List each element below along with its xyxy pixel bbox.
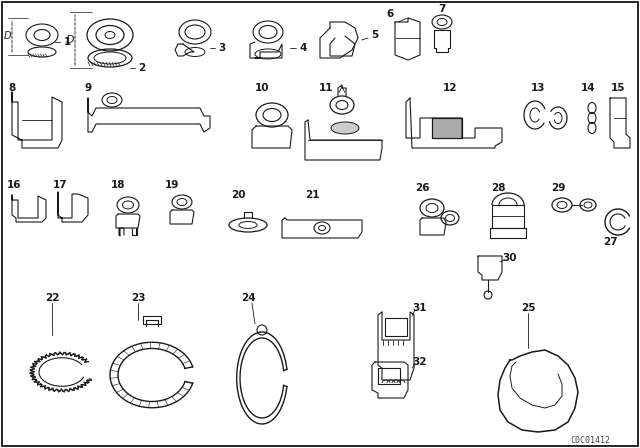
- Text: 30: 30: [503, 253, 517, 263]
- Ellipse shape: [331, 122, 359, 134]
- Text: 24: 24: [241, 293, 255, 303]
- Text: 32: 32: [413, 357, 428, 367]
- Text: 3: 3: [218, 43, 226, 53]
- Text: D: D: [66, 35, 74, 45]
- Text: 4: 4: [300, 43, 307, 53]
- Text: 8: 8: [8, 83, 15, 93]
- Text: 11: 11: [319, 83, 333, 93]
- Text: 25: 25: [521, 303, 535, 313]
- Text: 5: 5: [371, 30, 379, 40]
- Bar: [143, 316, 161, 324]
- Text: 10: 10: [255, 83, 269, 93]
- Text: 27: 27: [603, 237, 618, 247]
- Text: 7: 7: [438, 4, 445, 14]
- Text: 21: 21: [305, 190, 319, 200]
- Text: 14: 14: [580, 83, 595, 93]
- Text: 18: 18: [111, 180, 125, 190]
- Text: 16: 16: [7, 180, 21, 190]
- Text: 26: 26: [415, 183, 429, 193]
- Text: 20: 20: [231, 190, 245, 200]
- Text: 29: 29: [551, 183, 565, 193]
- Text: 1: 1: [63, 37, 70, 47]
- Text: 22: 22: [45, 293, 60, 303]
- Text: 2: 2: [138, 63, 146, 73]
- Text: 13: 13: [531, 83, 545, 93]
- Text: 19: 19: [165, 180, 179, 190]
- Text: 9: 9: [84, 83, 92, 93]
- Bar: [385, 318, 407, 336]
- Text: D: D: [3, 31, 11, 41]
- Text: 28: 28: [491, 183, 505, 193]
- Text: 12: 12: [443, 83, 457, 93]
- Text: 15: 15: [611, 83, 625, 93]
- Bar: [378, 368, 400, 384]
- Text: C0C01412: C0C01412: [570, 435, 610, 444]
- Text: 23: 23: [131, 293, 145, 303]
- Text: 17: 17: [52, 180, 67, 190]
- Text: 6: 6: [387, 9, 394, 19]
- Text: 31: 31: [413, 303, 428, 313]
